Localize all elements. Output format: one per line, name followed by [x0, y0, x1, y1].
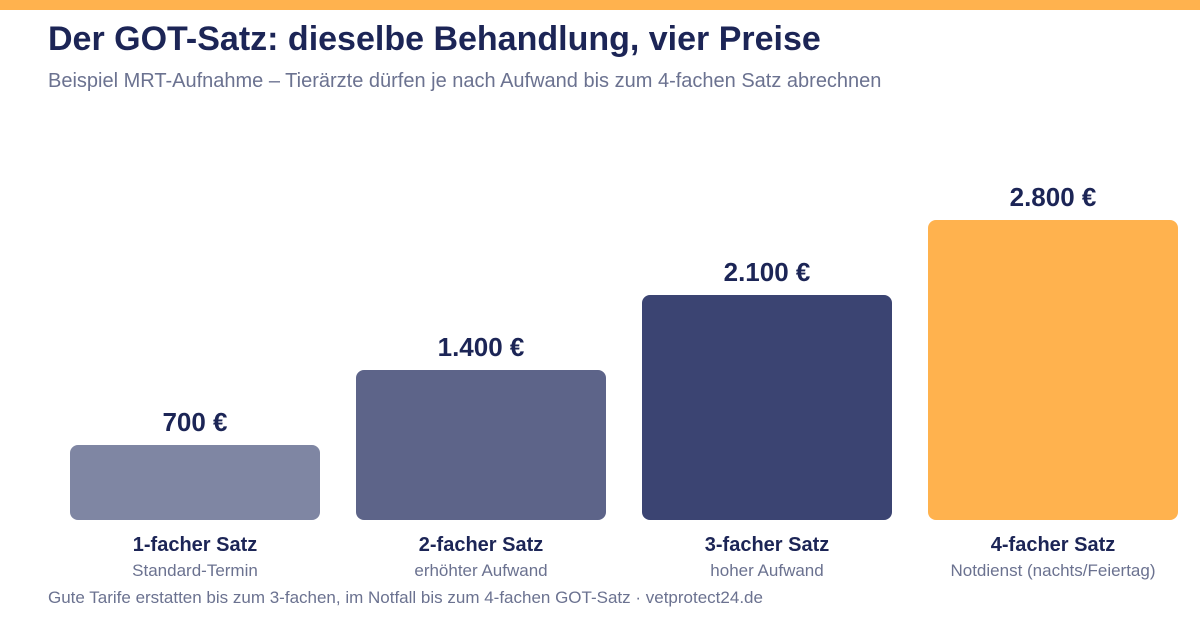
category-label: 2-facher Satz — [419, 534, 544, 556]
page-title: Der GOT-Satz: dieselbe Behandlung, vier … — [48, 20, 821, 58]
bar-2 — [356, 370, 606, 520]
category-label: 4-facher Satz — [991, 534, 1116, 556]
bar-4 — [928, 220, 1178, 520]
bar-value-label: 700 € — [162, 407, 227, 437]
category-sublabel: erhöhter Aufwand — [414, 561, 547, 580]
top-accent-bar — [0, 0, 1200, 10]
category-sublabel: Standard-Termin — [132, 561, 258, 580]
bar-value-label: 1.400 € — [438, 332, 525, 362]
page-subtitle: Beispiel MRT-Aufnahme – Tierärzte dürfen… — [48, 70, 882, 92]
category-sublabel: hoher Aufwand — [710, 561, 823, 580]
footer-note: Gute Tarife erstatten bis zum 3-fachen, … — [48, 588, 763, 607]
bar-1 — [70, 445, 320, 520]
bar-3 — [642, 295, 892, 520]
category-label: 3-facher Satz — [705, 534, 830, 556]
bar-value-label: 2.100 € — [724, 257, 811, 287]
category-label: 1-facher Satz — [133, 534, 258, 556]
category-sublabel: Notdienst (nachts/Feiertag) — [950, 561, 1155, 580]
bar-value-label: 2.800 € — [1010, 182, 1097, 212]
